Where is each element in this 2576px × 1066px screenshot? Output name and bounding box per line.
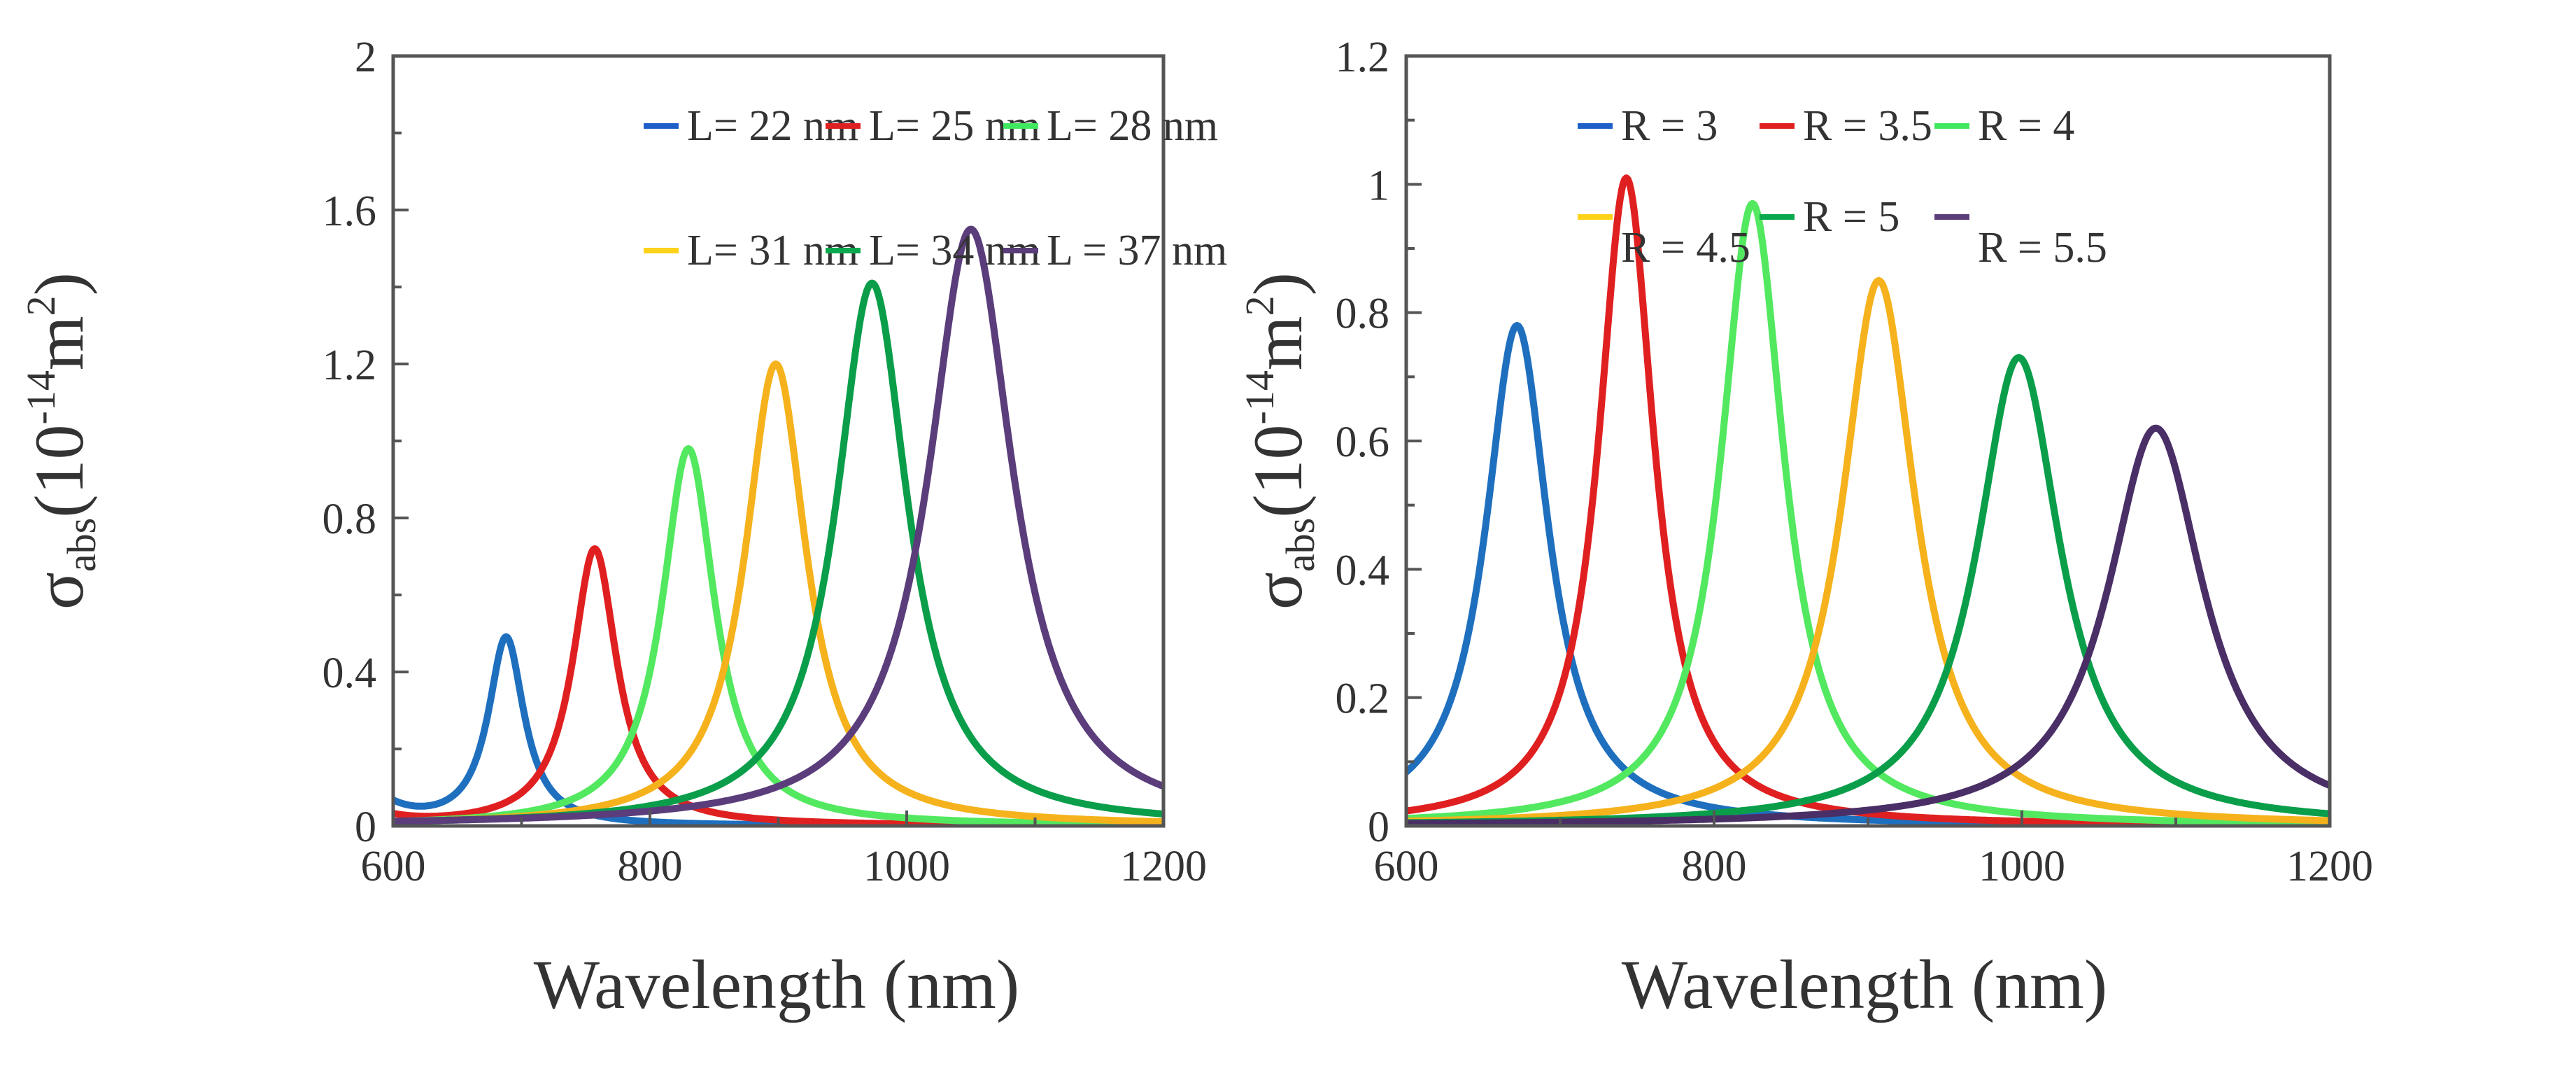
left-x-axis-title: Wavelength (nm) — [534, 946, 1019, 1023]
left-plot-frame — [391, 54, 1166, 828]
left-y-axis-open: (10 — [20, 424, 98, 517]
legend-label: R = 5 — [1803, 193, 1899, 241]
legend-label: L= 28 nm — [1047, 102, 1218, 150]
right-y-axis-title: σabs(10-14m2) — [1237, 272, 1323, 610]
y-tick-label: 0.6 — [1336, 419, 1390, 466]
right-y-axis-open: (10 — [1239, 424, 1317, 517]
left-y-axis-subscript: abs — [59, 518, 104, 572]
y-tick-label: 1.6 — [323, 188, 377, 235]
legend-item: L= 28 nm — [1003, 102, 1218, 150]
series-line-1 — [1406, 322, 2330, 826]
legend-item: L = 37 nm — [1003, 227, 1227, 274]
legend-label: R = 4 — [1978, 102, 2074, 150]
y-tick-label: 1 — [1368, 162, 1389, 209]
legend-item: R = 3.5 — [1760, 102, 1932, 150]
y-tick-label: 0.8 — [1336, 290, 1390, 338]
right-y-axis-close: ) — [1239, 272, 1317, 295]
left-y-axis-symbol: σ — [20, 572, 98, 610]
x-tick-label: 1200 — [1120, 843, 1207, 890]
y-tick-label: 2 — [355, 34, 376, 81]
y-tick-label: 1.2 — [323, 342, 377, 389]
right-series-curves — [1406, 174, 2330, 826]
x-tick-label: 800 — [1682, 843, 1747, 890]
left-legend: L= 22 nm L= 25 nm L= 28 nmL= 31 nm L= 34 nm… — [644, 102, 1227, 274]
right-y-axis-symbol: σ — [1239, 572, 1317, 610]
legend-label: R = 5.5 — [1978, 224, 2107, 272]
legend-item: R = 3 — [1578, 102, 1718, 150]
right-y-axis-subscript: abs — [1278, 518, 1323, 572]
y-tick-label: 0 — [1368, 804, 1389, 851]
left-y-axis-unit-exponent: 2 — [18, 295, 64, 316]
x-tick-label: 1000 — [1979, 843, 2065, 890]
x-tick-label: 1000 — [863, 843, 950, 890]
legend-item: R = 4 — [1934, 102, 2074, 150]
legend-item: R = 5 — [1760, 193, 1899, 241]
series-line-4 — [393, 360, 1163, 825]
x-tick-label: 1200 — [2286, 843, 2373, 890]
right-legend: R = 3 R = 3.5 R = 4 R = 4.5 R = 5 R = 5.5 — [1578, 102, 2107, 272]
series-line-4 — [1406, 276, 2330, 825]
legend-item: L= 31 nm — [644, 227, 858, 274]
y-tick-label: 1.2 — [1336, 34, 1390, 81]
right-plot-frame — [1404, 54, 2332, 828]
y-tick-label: 0.2 — [1336, 675, 1390, 723]
left-y-axis-title: σabs(10-14m2) — [18, 272, 104, 610]
right-y-axis-unit: m — [1239, 316, 1317, 370]
left-axis-ticks: 600 800 1000 1200 0 0.4 0.8 1.2 1.6 2 — [323, 34, 1208, 890]
left-y-axis-unit: m — [20, 316, 98, 370]
x-tick-label: 600 — [361, 843, 426, 890]
right-y-axis-unit-exponent: 2 — [1237, 295, 1282, 316]
legend-label: R = 4.5 — [1621, 224, 1750, 272]
y-tick-label: 0 — [355, 804, 376, 851]
legend-label: R = 3.5 — [1803, 102, 1932, 150]
y-tick-label: 0.8 — [323, 496, 377, 543]
left-series-curves — [393, 225, 1163, 826]
legend-label: L = 37 nm — [1047, 227, 1227, 274]
legend-item: R = 5.5 — [1934, 214, 2107, 272]
right-axis-ticks: 600 800 1000 1200 0 0.2 0.4 0.6 0.8 1 1.2 — [1336, 34, 2374, 890]
x-tick-label: 600 — [1374, 843, 1439, 890]
left-y-axis-close: ) — [20, 272, 98, 295]
right-y-axis-exponent: -14 — [1237, 370, 1282, 424]
y-tick-label: 0.4 — [1336, 547, 1390, 594]
y-tick-label: 0.4 — [323, 650, 377, 697]
series-line-5 — [1406, 353, 2330, 826]
x-tick-label: 800 — [618, 843, 683, 890]
legend-item: R = 4.5 — [1578, 214, 1750, 272]
right-x-axis-title: Wavelength (nm) — [1622, 946, 2107, 1023]
left-y-axis-exponent: -14 — [18, 370, 64, 424]
legend-label: R = 3 — [1621, 102, 1718, 150]
